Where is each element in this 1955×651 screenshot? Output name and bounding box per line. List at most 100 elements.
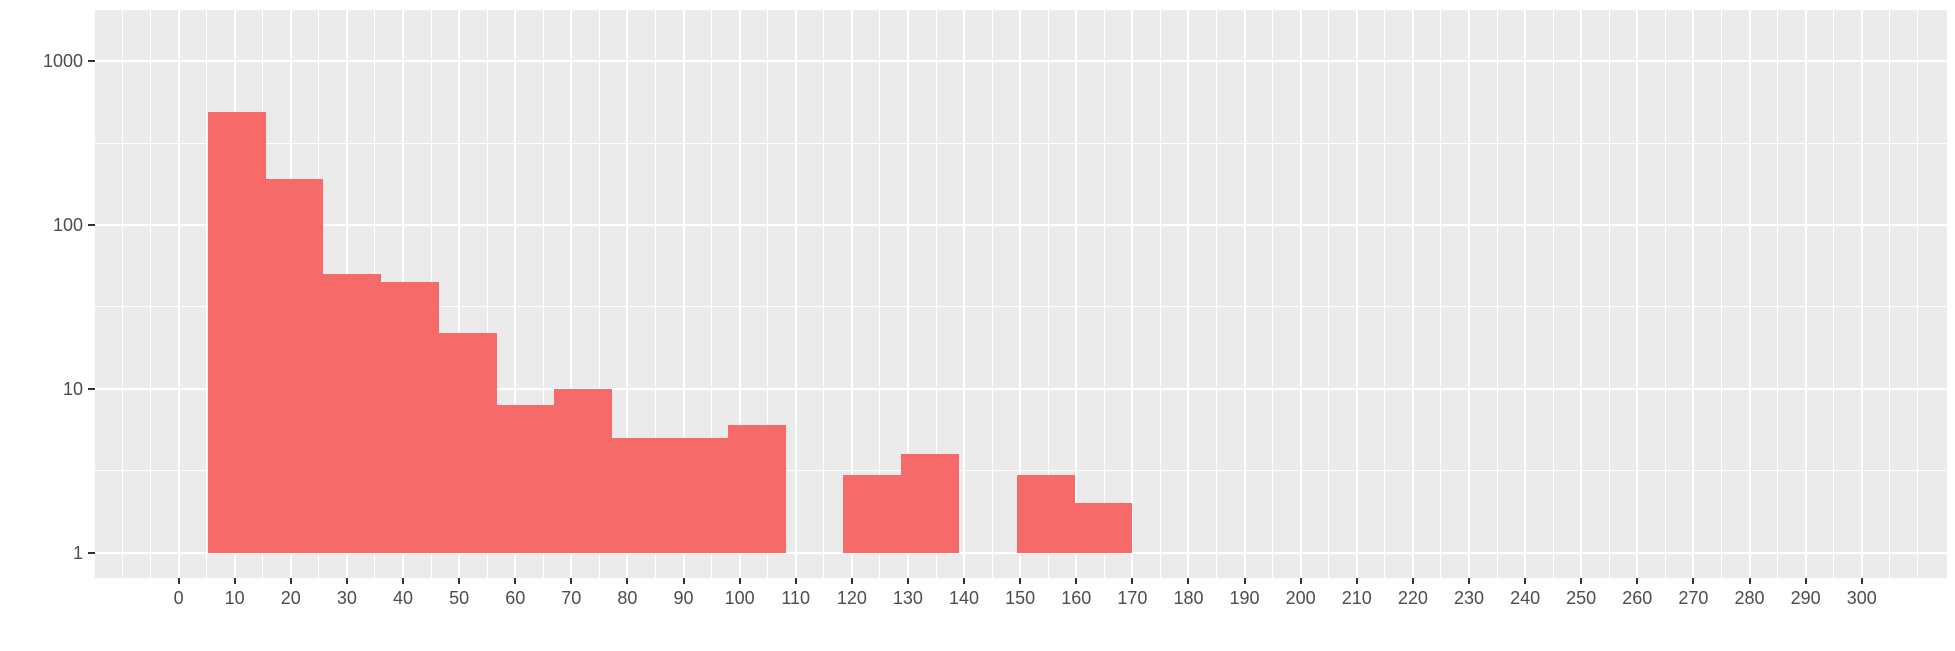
x-gridline-minor — [711, 10, 713, 578]
x-gridline-major — [1467, 10, 1470, 578]
histogram-bar — [496, 404, 555, 553]
x-gridline-minor — [767, 10, 769, 578]
x-tick-mark — [570, 578, 573, 584]
x-gridline-major — [794, 10, 797, 578]
x-gridline-major — [514, 10, 517, 578]
x-tick-mark — [345, 578, 348, 584]
x-tick-label: 120 — [836, 588, 867, 608]
x-gridline-major — [963, 10, 966, 578]
x-gridline-minor — [1047, 10, 1049, 578]
x-tick-label: 190 — [1229, 588, 1260, 608]
x-gridline-minor — [1720, 10, 1722, 578]
x-tick-label: 30 — [336, 588, 357, 608]
x-tick-mark — [402, 578, 404, 584]
x-gridline-major — [1019, 10, 1022, 578]
x-tick-mark — [963, 578, 966, 584]
x-gridline-major — [1692, 10, 1695, 578]
x-tick-label: 270 — [1678, 588, 1709, 608]
x-tick-label: 280 — [1734, 588, 1765, 608]
x-gridline-major — [1299, 10, 1302, 578]
x-gridline-major — [626, 10, 629, 578]
x-gridline-minor — [206, 10, 208, 578]
x-gridline-minor — [1328, 10, 1330, 578]
x-gridline-minor — [1272, 10, 1274, 578]
x-gridline-major — [1580, 10, 1583, 578]
x-gridline-minor — [1440, 10, 1442, 578]
x-gridline-minor — [1777, 10, 1779, 578]
x-tick-label: 200 — [1285, 588, 1316, 608]
x-tick-label: 80 — [617, 588, 638, 608]
x-tick-mark — [289, 578, 292, 584]
x-gridline-minor — [935, 10, 937, 578]
histogram-bar — [554, 388, 613, 553]
x-tick-label: 160 — [1061, 588, 1092, 608]
y-tick-label: 100 — [52, 215, 83, 235]
x-tick-label: 180 — [1173, 588, 1204, 608]
x-tick-label: 250 — [1566, 588, 1597, 608]
y-gridline-major — [95, 551, 1947, 554]
x-gridline-minor — [879, 10, 881, 578]
y-gridline-minor — [95, 470, 1947, 472]
x-gridline-minor — [1889, 10, 1891, 578]
x-gridline-major — [1860, 10, 1863, 578]
x-gridline-minor — [991, 10, 993, 578]
histogram-bar — [670, 438, 728, 553]
x-tick-label: 110 — [781, 588, 811, 608]
x-tick-mark — [1019, 578, 1022, 584]
x-tick-mark — [1243, 578, 1246, 584]
histogram-bar — [207, 111, 266, 553]
x-tick-label: 130 — [892, 588, 923, 608]
x-tick-label: 220 — [1397, 588, 1428, 608]
x-tick-mark — [1187, 578, 1190, 584]
x-tick-label: 0 — [173, 588, 184, 608]
x-gridline-minor — [1917, 10, 1919, 578]
x-tick-label: 60 — [505, 588, 526, 608]
x-gridline-major — [738, 10, 741, 578]
x-tick-mark — [233, 578, 236, 584]
x-tick-mark — [1860, 578, 1863, 584]
histogram-bar — [727, 425, 786, 553]
x-gridline-major — [1355, 10, 1358, 578]
x-tick-mark — [682, 578, 685, 584]
plot-panel — [95, 10, 1947, 578]
x-tick-label: 40 — [392, 588, 414, 608]
x-tick-label: 50 — [449, 588, 470, 608]
histogram-bar — [438, 332, 497, 553]
x-gridline-major — [458, 10, 461, 578]
x-tick-label: 90 — [673, 588, 694, 608]
x-gridline-major — [1748, 10, 1751, 578]
x-gridline-major — [1636, 10, 1639, 578]
x-gridline-major — [570, 10, 573, 578]
x-tick-mark — [1075, 578, 1078, 584]
x-tick-mark — [1411, 578, 1414, 584]
histogram-bar — [843, 474, 902, 553]
x-tick-mark — [1692, 578, 1695, 584]
x-gridline-minor — [1608, 10, 1610, 578]
x-tick-label: 240 — [1510, 588, 1541, 608]
x-gridline-major — [1804, 10, 1807, 578]
histogram-bar — [265, 179, 324, 553]
x-tick-mark — [1299, 578, 1302, 584]
x-gridline-minor — [598, 10, 600, 578]
x-gridline-minor — [823, 10, 825, 578]
x-tick-mark — [1804, 578, 1807, 584]
histogram-bar — [1074, 503, 1133, 553]
x-tick-mark — [458, 578, 461, 584]
x-tick-mark — [906, 578, 909, 584]
histogram-bar — [1016, 474, 1075, 553]
y-tick-mark — [88, 551, 95, 554]
y-tick-label: 1000 — [42, 51, 83, 72]
x-gridline-major — [1243, 10, 1246, 578]
y-gridline-major — [95, 224, 1947, 226]
x-tick-mark — [514, 578, 517, 584]
x-tick-mark — [1748, 578, 1751, 584]
y-tick-label: 10 — [62, 378, 83, 399]
x-tick-mark — [1636, 578, 1639, 584]
y-tick-mark — [88, 387, 95, 390]
x-tick-label: 260 — [1622, 588, 1653, 608]
x-tick-label: 10 — [224, 588, 245, 608]
x-gridline-major — [1524, 10, 1527, 578]
x-gridline-minor — [1216, 10, 1218, 578]
x-tick-label: 290 — [1790, 588, 1821, 608]
